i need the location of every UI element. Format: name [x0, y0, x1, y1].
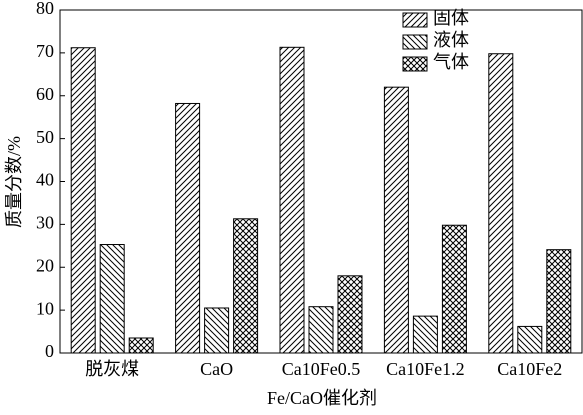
bar	[337, 275, 363, 354]
bar	[279, 46, 305, 354]
y-tick-label: 10	[36, 298, 54, 318]
y-tick-label: 70	[36, 41, 54, 61]
y-tick-label: 50	[36, 127, 54, 147]
y-axis-label: 质量分数/%	[4, 136, 24, 228]
legend-swatch	[402, 34, 428, 50]
plot-frame	[59, 9, 583, 354]
bar	[517, 325, 543, 354]
bar	[441, 224, 467, 354]
legend-swatch	[402, 12, 428, 28]
bar	[488, 53, 514, 354]
bar	[412, 315, 438, 354]
y-tick-label: 60	[36, 84, 54, 104]
y-tick-label: 0	[45, 341, 54, 361]
legend-swatch	[402, 56, 428, 72]
x-tick-label: Ca10Fe1.2	[386, 359, 465, 379]
x-tick-label: Ca10Fe0.5	[282, 359, 361, 379]
bar	[546, 249, 572, 354]
bar	[383, 86, 409, 354]
y-tick-label: 80	[36, 0, 54, 18]
y-tick-label: 30	[36, 213, 54, 233]
bar	[308, 306, 334, 354]
y-tick-label: 20	[36, 255, 54, 275]
x-tick-label: 脱灰煤	[85, 359, 139, 379]
x-tick-label: Ca10Fe2	[497, 359, 562, 379]
bar	[128, 337, 154, 354]
y-tick-label: 40	[36, 170, 54, 190]
bar	[233, 218, 259, 354]
legend-label: 气体	[433, 52, 469, 72]
legend-label: 液体	[433, 30, 469, 50]
bar	[99, 244, 125, 354]
bar	[70, 47, 96, 354]
legend-label: 固体	[433, 8, 469, 28]
x-axis-label: Fe/CaO催化剂	[267, 388, 377, 408]
bar	[175, 102, 201, 354]
x-tick-label: CaO	[200, 359, 233, 379]
bar	[204, 307, 230, 354]
